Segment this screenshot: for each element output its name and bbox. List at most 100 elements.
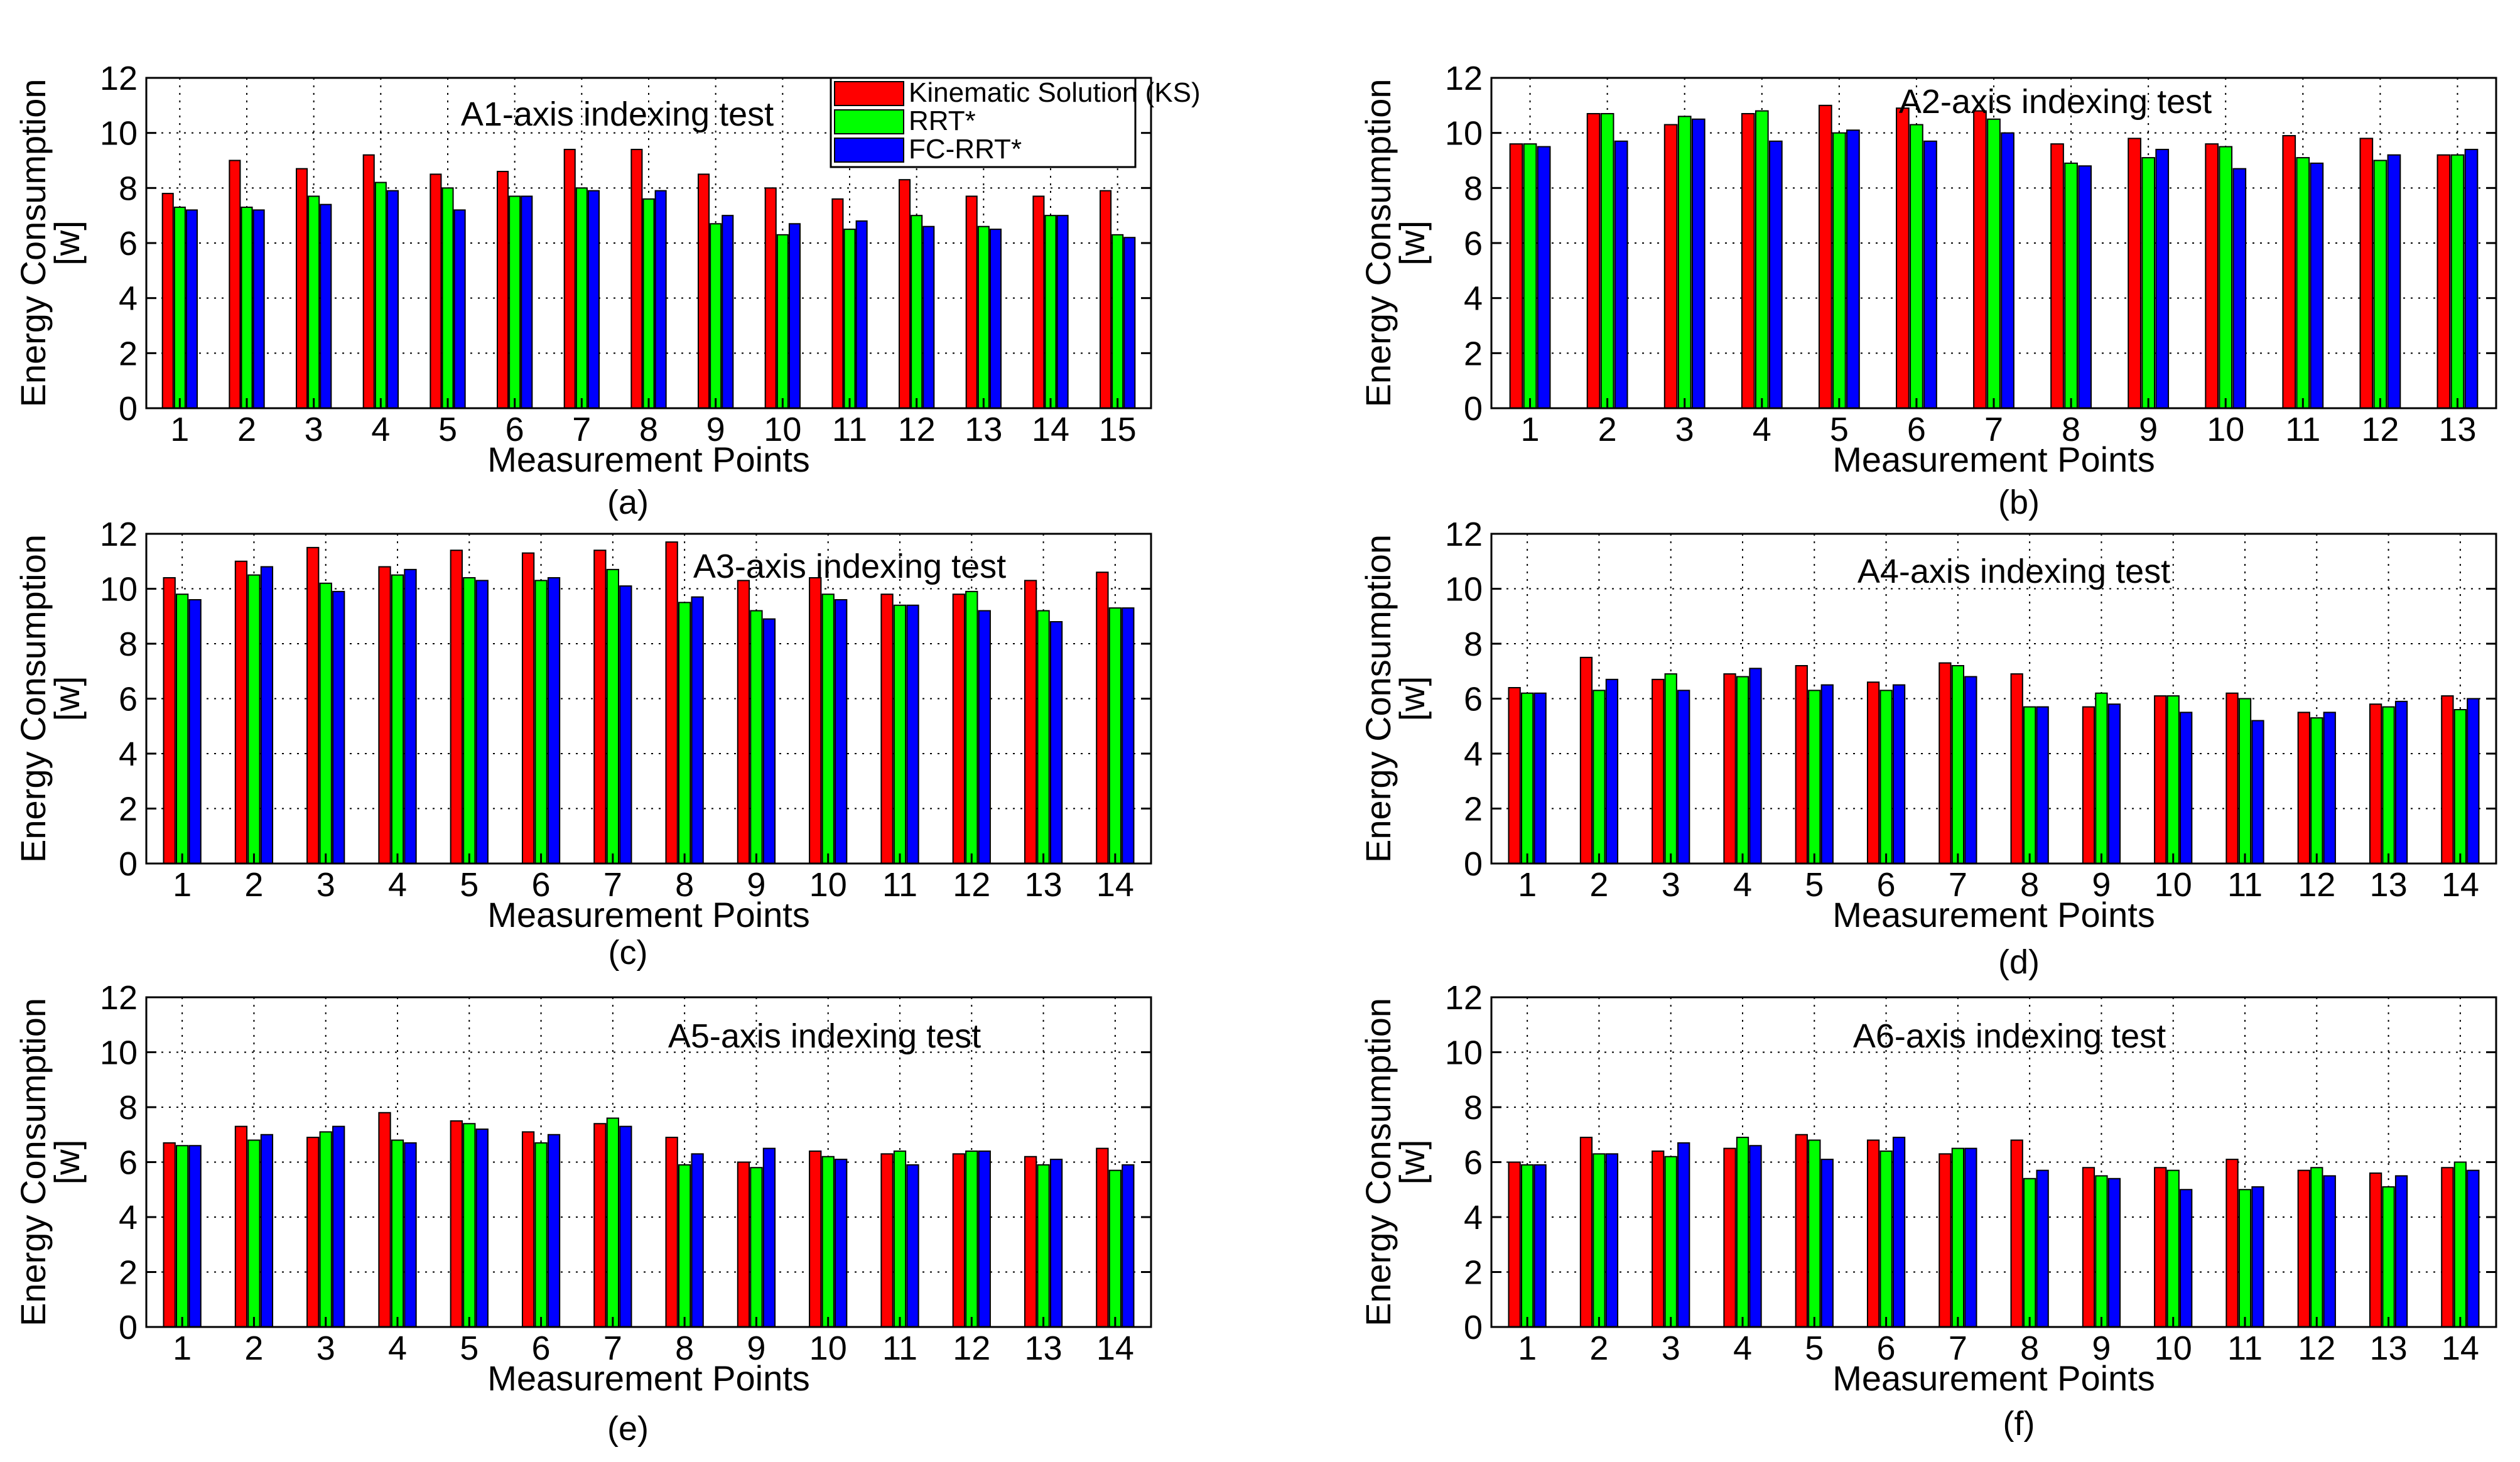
x-tick-label: 14 (1032, 411, 1069, 448)
bar-fc-point-9 (2107, 1178, 2121, 1328)
bar-rrt-point-15 (1111, 234, 1124, 409)
bar-rrt-point-10 (2166, 695, 2180, 864)
bar-ks-point-8 (2050, 143, 2064, 409)
bar-ks-point-3 (1652, 678, 1665, 864)
bar-rrt-point-10 (776, 234, 789, 409)
bar-ks-point-5 (1795, 665, 1808, 864)
x-tick-label: 5 (1830, 411, 1849, 448)
x-tick-label: 1 (170, 411, 189, 448)
bar-rrt-point-4 (1755, 110, 1769, 409)
bar-fc-point-7 (587, 190, 600, 409)
bar-fc-point-5 (1846, 129, 1860, 409)
bar-fc-point-6 (547, 577, 561, 864)
bar-fc-point-6 (521, 195, 533, 409)
bar-rrt-point-14 (1108, 607, 1122, 864)
x-tick-label: 2 (1589, 866, 1608, 904)
y-axis-label: Energy Consumption[w] (1358, 79, 1432, 408)
x-tick-label: 11 (882, 1329, 917, 1367)
bar-ks-point-12 (952, 593, 965, 864)
y-axis-label: Energy Consumption[w] (1358, 998, 1432, 1326)
y-tick-label: 8 (119, 625, 138, 663)
bar-rrt-point-11 (2238, 1189, 2252, 1328)
bar-rrt-point-4 (391, 1139, 404, 1328)
bar-ks-point-10 (2154, 695, 2167, 864)
bar-ks-point-6 (521, 1131, 535, 1328)
legend-swatch-rrt (834, 109, 904, 134)
panel-caption: (e) (607, 1410, 649, 1448)
bar-fc-point-8 (2036, 706, 2049, 864)
bar-ks-point-2 (1586, 112, 1601, 409)
bar-fc-point-9 (2155, 148, 2170, 409)
bar-rrt-point-4 (374, 181, 387, 409)
bar-fc-point-11 (2251, 720, 2264, 864)
bar-ks-point-11 (880, 1153, 894, 1328)
bar-rrt-point-14 (2453, 709, 2467, 864)
x-tick-label: 7 (1949, 866, 1967, 904)
bar-ks-point-3 (1663, 124, 1678, 409)
bar-fc-point-7 (619, 1125, 632, 1328)
bar-fc-point-4 (1768, 140, 1783, 409)
bar-ks-point-1 (1508, 1161, 1521, 1328)
y-axis-label: Energy Consumption[w] (13, 998, 87, 1326)
bar-rrt-point-6 (1910, 124, 1923, 409)
x-tick-label: 6 (532, 1329, 551, 1367)
bar-rrt-point-3 (319, 1131, 332, 1328)
bar-rrt-point-7 (575, 187, 588, 409)
bar-rrt-point-13 (1037, 1164, 1050, 1328)
bar-rrt-point-11 (893, 1151, 907, 1328)
y-axis-label-line1: Energy Consumption (13, 998, 53, 1326)
bar-rrt-point-1 (173, 207, 186, 409)
bar-rrt-point-12 (2310, 1167, 2323, 1328)
bar-rrt-point-5 (1808, 1139, 1821, 1328)
x-tick-label: 14 (2442, 1329, 2479, 1367)
x-tick-label: 7 (1949, 1329, 1967, 1367)
x-tick-label: 9 (706, 411, 725, 448)
bar-fc-point-1 (1533, 1164, 1547, 1328)
bar-ks-point-9 (737, 1161, 750, 1328)
y-tick-label: 4 (1464, 1199, 1483, 1237)
bar-ks-point-7 (1939, 1153, 1952, 1328)
y-tick-label: 6 (119, 225, 138, 263)
bar-fc-point-10 (2232, 168, 2247, 409)
y-tick-label: 2 (1464, 1254, 1483, 1292)
y-tick-label: 0 (119, 390, 138, 428)
y-axis-label-line1: Energy Consumption (1358, 79, 1398, 408)
bar-fc-point-6 (1923, 140, 1937, 409)
x-tick-label: 10 (2155, 1329, 2192, 1367)
bar-rrt-point-3 (308, 195, 320, 409)
y-tick-label: 4 (1464, 735, 1483, 773)
y-tick-label: 0 (119, 845, 138, 883)
bar-ks-point-6 (497, 171, 509, 409)
x-tick-label: 8 (639, 411, 658, 448)
x-tick-label: 9 (2139, 411, 2158, 448)
bar-rrt-point-3 (1664, 1156, 1677, 1328)
bar-fc-point-14 (1056, 215, 1069, 409)
bar-ks-point-14 (1096, 1147, 1109, 1328)
bar-fc-point-6 (547, 1134, 561, 1328)
bar-rrt-point-9 (710, 223, 722, 409)
bar-fc-point-6 (1892, 1137, 1906, 1328)
bar-ks-point-12 (899, 179, 911, 409)
x-tick-label: 13 (965, 411, 1002, 448)
bar-rrt-point-3 (1664, 673, 1677, 864)
bar-fc-point-11 (2251, 1186, 2264, 1328)
y-tick-label: 0 (119, 1309, 138, 1346)
y-tick-label: 0 (1464, 390, 1483, 428)
legend-swatch-ks (834, 81, 904, 106)
y-tick-label: 10 (100, 571, 138, 609)
bar-rrt-point-6 (509, 195, 521, 409)
bar-fc-point-12 (922, 225, 935, 409)
y-tick-label: 12 (1445, 979, 1483, 1017)
bar-ks-point-14 (2441, 695, 2454, 864)
bar-rrt-point-12 (965, 590, 978, 864)
x-tick-label: 3 (316, 866, 335, 904)
bar-fc-point-4 (404, 1142, 417, 1328)
y-tick-label: 4 (119, 280, 138, 318)
x-tick-label: 10 (2207, 411, 2244, 448)
bar-rrt-point-8 (2064, 162, 2078, 409)
y-tick-label: 8 (119, 170, 138, 207)
bar-ks-point-7 (593, 550, 607, 864)
x-tick-label: 1 (1518, 866, 1537, 904)
bar-ks-point-7 (593, 1123, 607, 1328)
